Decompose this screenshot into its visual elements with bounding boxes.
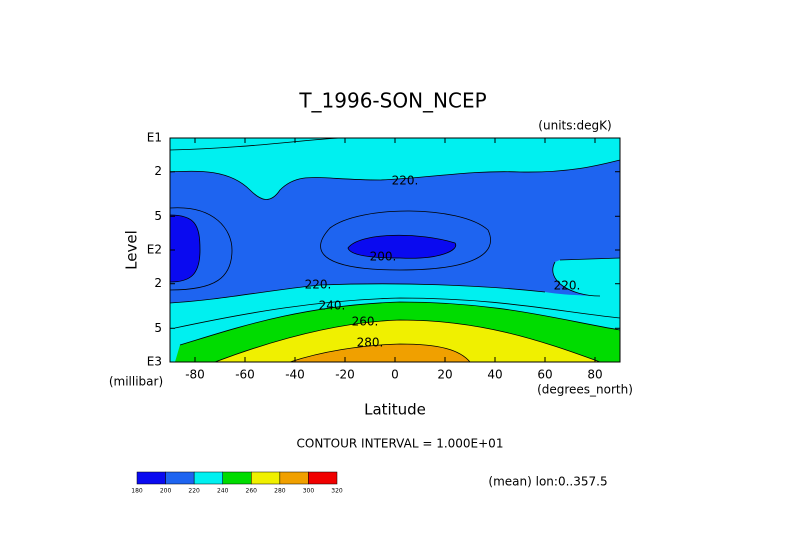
colorbar-label: 200 (160, 488, 172, 495)
colorbar-label: 280 (274, 488, 286, 495)
contour-label: 220. (554, 279, 581, 293)
chart-title: T_1996-SON_NCEP (298, 89, 486, 113)
contour-band (170, 138, 620, 200)
x-tick-label: -80 (185, 368, 205, 382)
x-tick-label: -20 (335, 368, 355, 382)
x-tick-label: 40 (487, 368, 502, 382)
x-tick-label: 60 (537, 368, 552, 382)
x-tick-label: 80 (587, 368, 602, 382)
x-units: (degrees_north) (537, 383, 633, 397)
contour-band (348, 235, 456, 259)
x-tick-label: -60 (235, 368, 255, 382)
x-tick-label: -40 (285, 368, 305, 382)
colorbar-box (136, 471, 166, 485)
units-label: (units:degK) (538, 119, 611, 133)
colorbar-label: 320 (331, 488, 343, 495)
x-axis-label: Latitude (364, 401, 426, 419)
y-tick-label: 2 (154, 276, 162, 290)
x-tick-label: 20 (437, 368, 452, 382)
y-tick-label: E3 (147, 355, 162, 369)
colorbar-label: 180 (131, 488, 143, 495)
y-tick-label: 5 (154, 209, 162, 223)
colorbar-label: 240 (217, 488, 229, 495)
y-units: (millibar) (109, 375, 163, 389)
x-tick-label: 0 (391, 368, 399, 382)
contour-label: 240. (319, 299, 346, 313)
contour-band (215, 320, 600, 362)
contour-label: 220. (392, 174, 419, 188)
colorbar-label: 260 (246, 488, 258, 495)
contour-band (552, 258, 620, 296)
y-tick-label: 5 (154, 321, 162, 335)
colorbar-box (251, 471, 281, 485)
colorbar-label: 220 (188, 488, 200, 495)
colorbar-box (193, 471, 223, 485)
contour-label: 260. (352, 315, 379, 329)
contour-interval: CONTOUR INTERVAL = 1.000E+01 (297, 437, 504, 451)
y-axis-label: Level (123, 230, 141, 270)
contour-label: 220. (305, 278, 332, 292)
y-tick-label: E2 (147, 243, 162, 257)
colorbar-box (279, 471, 309, 485)
colorbar-box (308, 471, 338, 485)
contour-label: 280. (357, 336, 384, 350)
footnote: (mean) lon:0..357.5 (488, 475, 607, 489)
contour-lines (170, 138, 620, 362)
contour-band (170, 215, 200, 282)
contour-fills (170, 138, 620, 362)
colorbar-box (222, 471, 252, 485)
y-tick-label: 2 (154, 164, 162, 178)
contour-label: 200. (370, 250, 397, 264)
colorbar-label: 300 (303, 488, 315, 495)
colorbar-box (165, 471, 195, 485)
contour-band (290, 344, 470, 362)
y-tick-label: E1 (147, 131, 162, 145)
